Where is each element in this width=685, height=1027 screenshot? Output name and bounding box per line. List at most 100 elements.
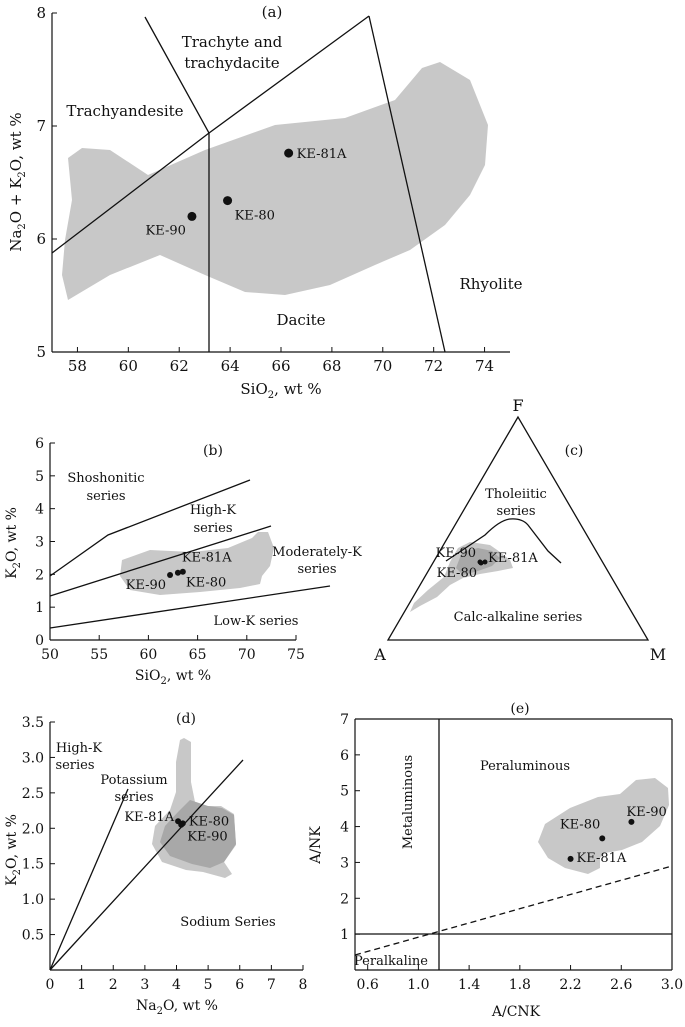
y-tick-label: 4 [35,502,44,518]
x-tick-label: 8 [299,977,308,993]
vertex-label-a: A [373,645,386,664]
boundary-line-d [49,788,129,971]
y-tick-label: 3 [340,855,349,871]
ticks-b: 50 55 60 65 70 75 0 1 2 3 4 5 6 [35,436,305,663]
y-tick-label: 2 [340,891,349,907]
field-label-high-k: High-K [190,503,237,518]
point-label: KE-80 [560,817,600,832]
y-tick-label: 2 [35,567,44,583]
y-tick-label: 1 [340,927,349,943]
data-point [478,560,484,566]
sample-field-a [62,62,488,300]
vertex-label-m: M [650,645,666,664]
field-label-high-k-series-d: series [55,758,94,773]
point-label: KE-81A [124,810,174,825]
data-point [628,818,635,825]
dashed-boundary [354,865,673,956]
y-tick-label: 0.5 [22,928,44,944]
point-label: KE-90 [626,805,666,820]
y-tick-label: 1 [35,600,44,616]
x-axis-label-a: SiO2, wt % [240,380,321,401]
x-tick-label: 64 [221,357,240,375]
x-tick-label: 2 [109,977,118,993]
field-label-low-k: Low-K series [214,614,299,629]
y-tick-label: 3.5 [22,715,44,731]
point-label: KE-81A [488,551,538,566]
sample-field-e [538,778,669,874]
y-tick-label: 3.0 [22,750,44,766]
y-axis-label-d: K2O, wt % [4,814,23,886]
point-label: KE-90 [126,578,166,593]
x-tick-label: 70 [373,357,392,375]
field-label-potassium: Potassium [100,773,167,788]
x-tick-label: 0.6 [357,977,379,993]
x-tick-label: 1.8 [509,977,531,993]
tholeiitic-boundary-curve [445,518,562,564]
data-point [599,835,606,842]
y-tick-label: 3 [35,535,44,551]
data-point [167,571,174,578]
point-label: KE-80 [186,576,226,591]
data-point [567,855,574,862]
x-tick-label: 1.0 [407,977,429,993]
point-label: KE-80 [437,566,477,581]
x-tick-label: 74 [475,357,494,375]
panel-label-b: (b) [203,443,223,459]
field-label-shoshonitic-series: series [86,489,125,504]
point-label: KE-90 [187,830,227,845]
x-axis-label-d: Na2O, wt % [136,998,218,1017]
boundary-line-b [49,585,331,629]
x-tick-label: 5 [204,977,213,993]
vertex-label-f: F [512,396,523,415]
panel-c-afm-diagram: KE-90 KE-81A KE-80 F A M (c) Tholeiitic se… [373,396,666,664]
sample-core-d [160,800,236,868]
field-label-sodium: Sodium Series [180,915,275,930]
x-tick-label: 3.0 [661,977,683,993]
y-tick-label: 4 [340,820,349,836]
x-tick-label: 2.6 [610,977,632,993]
data-point [179,568,186,575]
points-c: KE-90 KE-81A KE-80 [436,546,539,581]
field-label-peraluminous: Peraluminous [480,759,570,774]
sample-field-b [120,532,274,595]
boundary-line-a [144,16,210,352]
panel-label-a: (a) [262,3,283,21]
boundary-line-b [49,525,272,597]
point-label: KE-81A [577,851,627,866]
boundary-line-a [368,15,446,353]
field-label-trachydacite: trachydacite [184,54,279,72]
data-point [482,559,488,565]
field-label-high-k-d: High-K [56,741,103,756]
x-tick-label: 70 [238,647,256,663]
x-tick-label: 65 [189,647,207,663]
y-tick-label: 5 [35,469,44,485]
y-tick-label: 6 [36,230,46,248]
points-e: KE-90 KE-80 KE-81A [560,805,667,866]
panel-d-k2o-na2o-diagram: 0 1 2 3 4 5 6 7 80.51.01.52.02.53.03.5 KE-81A KE-… [4,711,307,1017]
y-axis-label-e: A/NK [308,826,324,865]
x-tick-label: 50 [41,647,59,663]
x-tick-label: 0 [46,977,55,993]
point-label: KE-90 [436,546,476,561]
y-tick-label: 7 [340,712,349,728]
y-tick-label: 1.0 [22,892,44,908]
field-label-tholeiitic: Tholeiitic [485,487,547,502]
data-point [174,569,181,576]
point-label: KE-80 [235,209,275,224]
x-tick-label: 2.2 [559,977,581,993]
y-tick-label: 7 [36,117,46,135]
field-label-shoshonitic: Shoshonitic [67,471,144,486]
field-label-calc-alkaline: Calc-alkaline series [454,610,583,625]
x-tick-label: 72 [424,357,443,375]
x-axis-label-e: A/CNK [491,1004,541,1020]
x-tick-label: 60 [119,357,138,375]
points-b: KE-81A KE-80 KE-90 [126,551,233,593]
y-tick-label: 2.0 [22,821,44,837]
data-point [187,211,197,221]
y-tick-label: 0 [35,633,44,649]
axes-e [354,718,673,971]
ticks-e: 0.6 1.0 1.4 1.8 2.2 2.6 3.0 1 2 3 4 5 6 7 [340,712,683,993]
